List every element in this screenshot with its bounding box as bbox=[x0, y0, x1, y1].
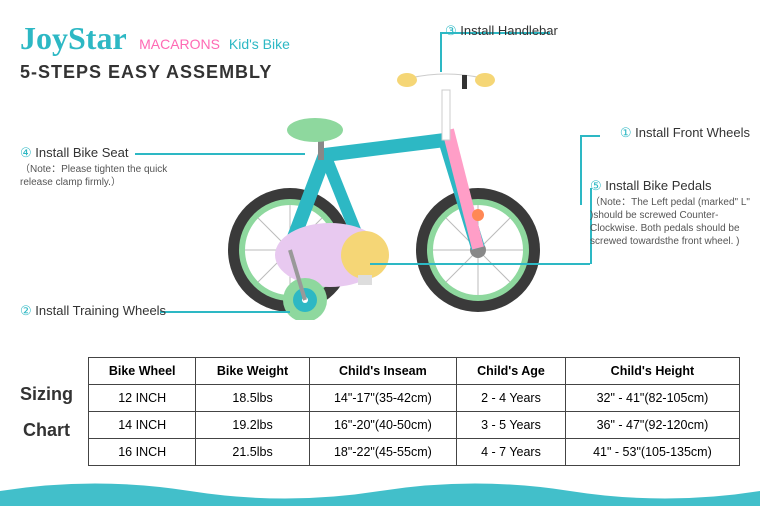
table-body: 12 INCH18.5lbs14"-17"(35-42cm)2 - 4 Year… bbox=[89, 385, 740, 466]
callout-4-text: Install Bike Seat bbox=[35, 145, 128, 160]
sizing-label-2: Chart bbox=[20, 412, 73, 448]
table-cell: 36" - 47"(92-120cm) bbox=[565, 412, 739, 439]
callout-2-num: ② bbox=[20, 303, 32, 318]
logo-main: JoyStar bbox=[20, 20, 126, 56]
sizing-table: Bike WheelBike WeightChild's InseamChild… bbox=[88, 357, 740, 466]
sizing-chart: Sizing Chart Bike WheelBike WeightChild'… bbox=[20, 357, 740, 466]
table-cell: 2 - 4 Years bbox=[457, 385, 566, 412]
stem bbox=[442, 90, 450, 140]
callout-4-note: （Note：Please tighten the quick release c… bbox=[20, 163, 195, 189]
callout-5: ⑤ Install Bike Pedals （Note：The Left ped… bbox=[590, 178, 750, 248]
table-header-cell: Bike Weight bbox=[196, 358, 309, 385]
line-c1 bbox=[580, 135, 600, 137]
callout-4-num: ④ bbox=[20, 145, 32, 160]
table-header-cell: Child's Age bbox=[457, 358, 566, 385]
table-cell: 4 - 7 Years bbox=[457, 439, 566, 466]
pedal bbox=[358, 275, 372, 285]
callout-1-num: ① bbox=[620, 125, 632, 140]
table-header-cell: Child's Inseam bbox=[309, 358, 456, 385]
table-header-cell: Bike Wheel bbox=[89, 358, 196, 385]
table-cell: 19.2lbs bbox=[196, 412, 309, 439]
frame-text: macarons bbox=[380, 187, 420, 197]
table-cell: 18.5lbs bbox=[196, 385, 309, 412]
reflector bbox=[472, 209, 484, 221]
table-cell: 14 INCH bbox=[89, 412, 196, 439]
callout-5-text: Install Bike Pedals bbox=[605, 178, 711, 193]
table-row: 12 INCH18.5lbs14"-17"(35-42cm)2 - 4 Year… bbox=[89, 385, 740, 412]
table-cell: 32" - 41"(82-105cm) bbox=[565, 385, 739, 412]
table-cell: 16 INCH bbox=[89, 439, 196, 466]
callout-1-text: Install Front Wheels bbox=[635, 125, 750, 140]
line-c2 bbox=[160, 311, 290, 313]
callout-2-text: Install Training Wheels bbox=[35, 303, 166, 318]
wave-decoration bbox=[0, 476, 760, 506]
table-header-row: Bike WheelBike WeightChild's InseamChild… bbox=[89, 358, 740, 385]
table-cell: 3 - 5 Years bbox=[457, 412, 566, 439]
brake-lever bbox=[462, 75, 467, 89]
seat bbox=[287, 118, 343, 142]
table-row: 16 INCH21.5lbs18"-22"(45-55cm)4 - 7 Year… bbox=[89, 439, 740, 466]
callout-2: ② Install Training Wheels bbox=[20, 303, 166, 319]
sizing-label: Sizing Chart bbox=[20, 376, 73, 448]
callout-3: ③ Install Handlebar bbox=[445, 23, 558, 39]
table-header-cell: Child's Height bbox=[565, 358, 739, 385]
table-cell: 18"-22"(45-55cm) bbox=[309, 439, 456, 466]
line-c3v bbox=[440, 32, 442, 72]
table-cell: 21.5lbs bbox=[196, 439, 309, 466]
callout-3-num: ③ bbox=[445, 23, 457, 38]
line-c1v bbox=[580, 135, 582, 205]
callout-5-note: （Note：The Left pedal (marked" L" )should… bbox=[590, 196, 750, 248]
callout-5-num: ⑤ bbox=[590, 178, 602, 193]
bike-illustration: macarons bbox=[160, 20, 580, 340]
table-row: 14 INCH19.2lbs16"-20"(40-50cm)3 - 5 Year… bbox=[89, 412, 740, 439]
sizing-label-1: Sizing bbox=[20, 376, 73, 412]
table-cell: 14"-17"(35-42cm) bbox=[309, 385, 456, 412]
grip-left bbox=[397, 73, 417, 87]
table-cell: 12 INCH bbox=[89, 385, 196, 412]
crank-hub bbox=[341, 231, 389, 279]
callout-4: ④ Install Bike Seat （Note：Please tighten… bbox=[20, 145, 195, 189]
callout-3-text: Install Handlebar bbox=[460, 23, 558, 38]
callout-1: ① Install Front Wheels bbox=[620, 125, 750, 141]
table-cell: 16"-20"(40-50cm) bbox=[309, 412, 456, 439]
line-c5 bbox=[370, 263, 590, 265]
table-cell: 41" - 53"(105-135cm) bbox=[565, 439, 739, 466]
bike-svg: macarons bbox=[210, 60, 550, 320]
grip-right bbox=[475, 73, 495, 87]
